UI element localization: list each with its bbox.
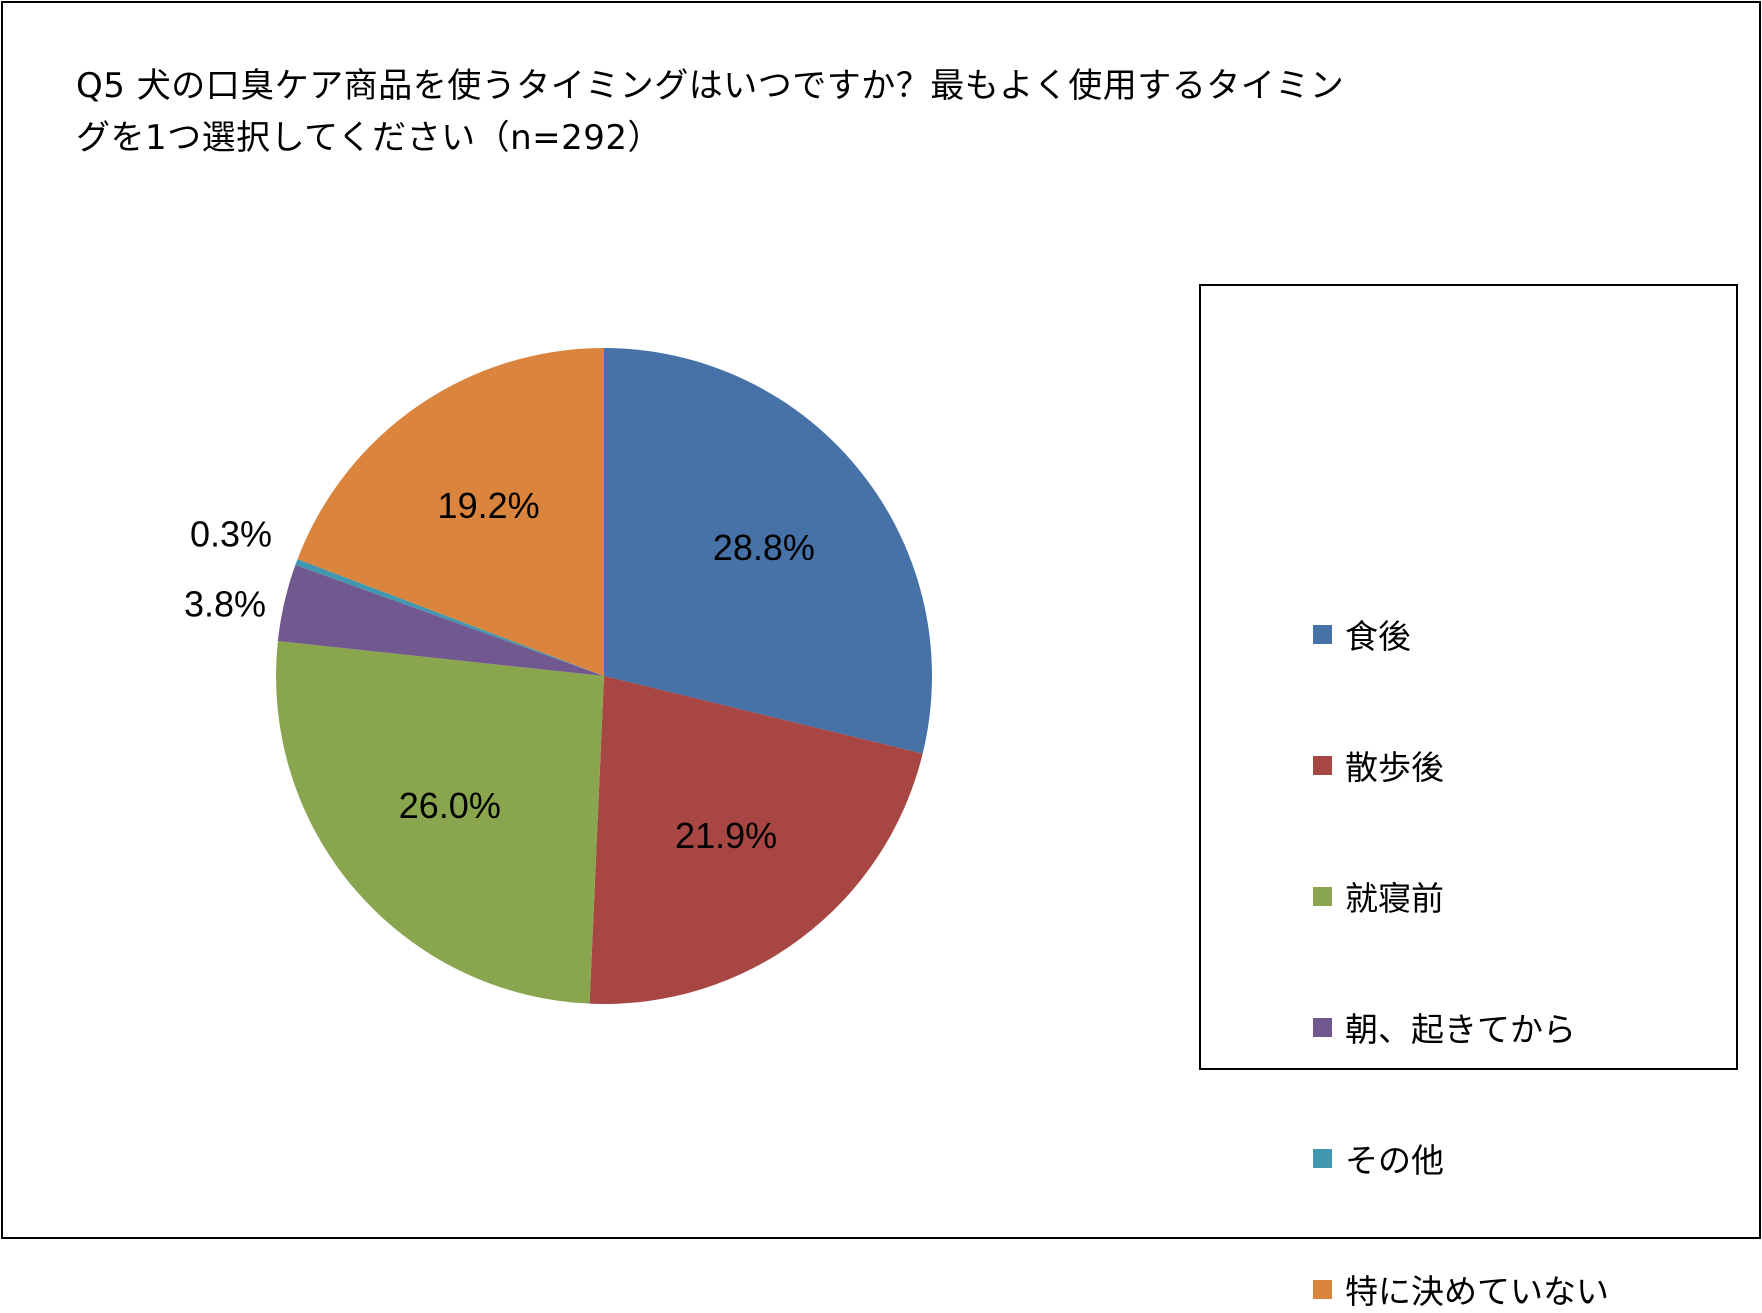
pie-slice-sonota <box>295 559 604 676</box>
pie-slice-shushinmae <box>276 641 604 1004</box>
legend-label-shokugo: 食後 <box>1345 617 1411 656</box>
legend-label-asa: 朝、起きてから <box>1345 1010 1576 1049</box>
pie-slice-shokugo <box>604 348 933 754</box>
data-label-asa: 3.8% <box>184 584 266 625</box>
chart-title: Q5 犬の口臭ケア商品を使うタイミングはいつですか？最もよく使用するタイミン グ… <box>76 60 1476 164</box>
legend-swatch-shushinmae <box>1313 886 1332 906</box>
legend-swatch-shokugo <box>1313 624 1332 644</box>
legend-item-shushinmae: 就寝前 <box>1313 876 1444 918</box>
legend-swatch-asa <box>1313 1017 1332 1037</box>
legend-swatch-sonota <box>1313 1148 1332 1168</box>
data-label-kimeteinai: 19.2% <box>438 485 540 526</box>
legend-label-sanpogo: 散歩後 <box>1345 748 1444 787</box>
pie-chart: 28.8% 21.9% 26.0% 3.8% 0.3% 19.2% <box>184 348 933 1004</box>
legend-label-kimeteinai: 特に決めていない <box>1345 1272 1609 1311</box>
legend-item-kimeteinai: 特に決めていない <box>1313 1269 1609 1311</box>
pie-slice-sanpogo <box>589 676 923 1004</box>
legend-label-sonota: その他 <box>1345 1141 1444 1180</box>
chart-title-line-2: グを1つ選択してください（n=292） <box>76 118 663 158</box>
legend-item-sanpogo: 散歩後 <box>1313 745 1444 787</box>
legend-item-shokugo: 食後 <box>1313 614 1411 656</box>
pie-slice-kimeteinai <box>297 348 604 676</box>
data-label-sonota: 0.3% <box>190 514 272 555</box>
chart-title-line-1: Q5 犬の口臭ケア商品を使うタイミングはいつですか？最もよく使用するタイミン <box>76 66 1345 106</box>
data-label-shushinmae: 26.0% <box>399 785 501 826</box>
data-label-sanpogo: 21.9% <box>675 815 777 856</box>
legend: 食後 散歩後 就寝前 朝、起きてから その他 特に決めていない <box>1199 284 1738 1311</box>
legend-item-sonota: その他 <box>1313 1138 1444 1180</box>
legend-label-shushinmae: 就寝前 <box>1345 879 1444 918</box>
pie-slice-asa <box>277 564 604 676</box>
legend-swatch-kimeteinai <box>1313 1279 1332 1299</box>
legend-swatch-sanpogo <box>1313 755 1332 775</box>
data-label-shokugo: 28.8% <box>713 527 815 568</box>
legend-item-asa: 朝、起きてから <box>1313 1007 1576 1049</box>
